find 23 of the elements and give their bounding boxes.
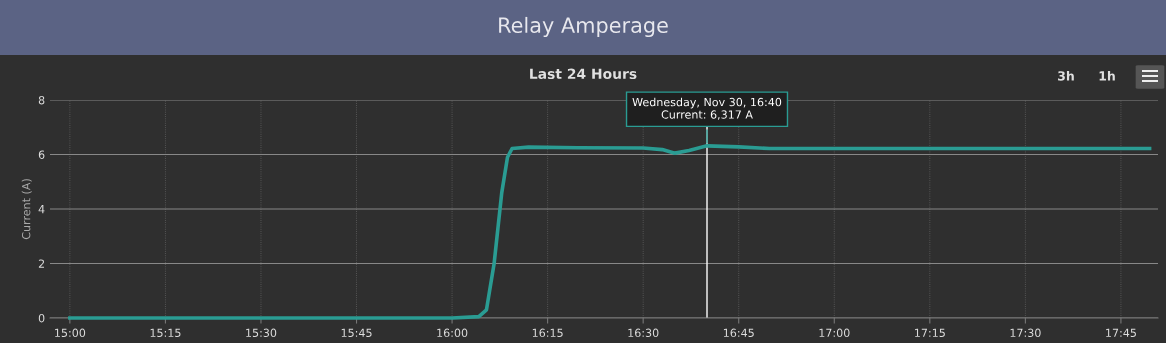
chart-title: Relay Amperage: [499, 16, 668, 38]
x-tick-label: 16:00: [437, 328, 468, 338]
x-tick-label: 17:00: [819, 328, 850, 338]
y-axis-title: Current (A): [21, 179, 32, 240]
x-tick-label: 17:45: [1106, 328, 1136, 338]
y-tick-label: 2: [38, 259, 45, 268]
x-tick-label: 16:15: [532, 328, 563, 338]
x-tick-label: 15:00: [55, 328, 86, 338]
y-tick-label: 0: [38, 313, 45, 323]
x-tick-label: 15:30: [246, 328, 277, 338]
y-tick-label: 6: [38, 150, 45, 159]
x-tick-label: 15:45: [341, 328, 372, 338]
x-tick-label: 16:45: [723, 328, 754, 338]
y-tick-label: 4: [38, 205, 45, 214]
text: 3h: [1058, 70, 1074, 81]
chart-subtitle: Last 24 Hours: [530, 68, 637, 80]
x-tick-label: 16:30: [628, 328, 659, 338]
annotation: Wednesday, Nov 30, 16:40 Current: 6,317 A: [632, 97, 782, 120]
text: 1h: [1099, 70, 1115, 81]
x-tick-label: 17:15: [915, 328, 945, 338]
x-tick-label: 15:15: [150, 328, 181, 338]
y-tick-label: 8: [38, 95, 45, 105]
x-tick-label: 17:30: [1010, 328, 1041, 338]
